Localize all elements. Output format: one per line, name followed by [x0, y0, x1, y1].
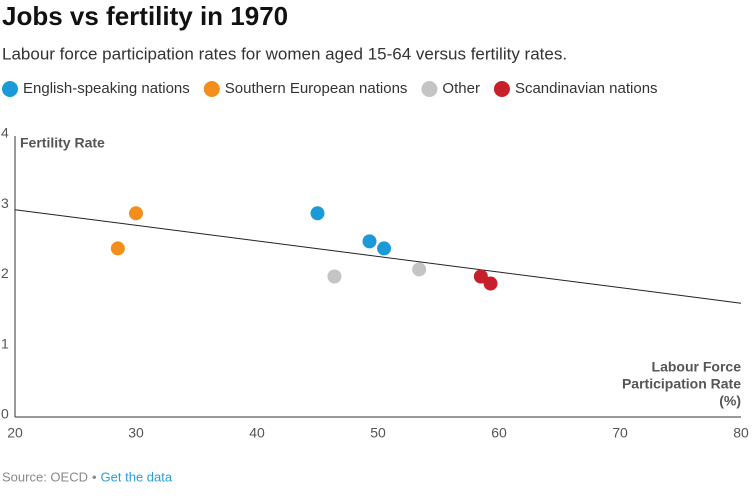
point	[310, 206, 325, 221]
chart-subtitle: Labour force participation rates for wom…	[2, 44, 567, 63]
y-tick-label: 2	[1, 265, 9, 281]
x-tick-label: 30	[128, 425, 144, 441]
x-tick-label: 50	[370, 425, 386, 441]
x-tick-label: 40	[249, 425, 265, 441]
y-tick-label: 0	[1, 406, 9, 422]
legend-marker	[203, 81, 220, 97]
point	[327, 269, 342, 284]
point	[473, 269, 488, 284]
x-tick-label: 70	[612, 425, 628, 441]
x-axis-title: (%)	[719, 393, 741, 409]
legend-marker	[2, 81, 18, 97]
point	[129, 206, 143, 221]
source-separator: •	[92, 469, 97, 484]
source: Source: OECD	[2, 469, 88, 484]
chart-title: Jobs vs fertility in 1970	[2, 1, 288, 31]
x-axis-title: Participation Rate	[622, 376, 741, 392]
trendline	[14, 209, 742, 304]
y-tick-label: 3	[1, 195, 9, 211]
y-tick-label: 1	[1, 335, 9, 351]
legend-label: Other	[442, 80, 480, 97]
legend-label: Scandinavian nations	[515, 80, 658, 97]
x-tick-label: 60	[491, 425, 507, 441]
x-axis-title: Labour Force	[652, 359, 742, 375]
point	[377, 241, 392, 256]
y-axis-title: Fertility Rate	[20, 135, 105, 151]
x-tick-label: 20	[7, 425, 23, 441]
legend-label: Southern European nations	[225, 80, 408, 97]
y-tick-label: 4	[1, 125, 9, 141]
point	[110, 241, 125, 256]
point	[483, 276, 498, 291]
point	[362, 234, 377, 249]
point	[412, 262, 427, 277]
source-link[interactable]: Get the data	[101, 469, 173, 484]
legend-marker	[421, 81, 438, 97]
legend-label: English-speaking nations	[23, 80, 190, 97]
x-tick-label: 80	[733, 425, 749, 441]
legend-marker	[493, 81, 510, 97]
